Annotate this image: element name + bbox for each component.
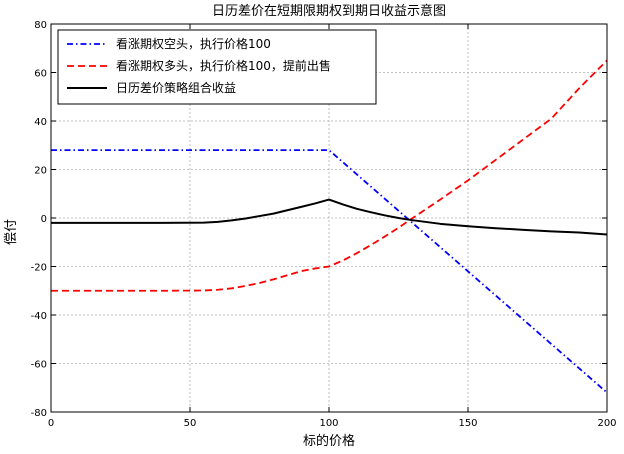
legend: 看涨期权空头，执行价格100 看涨期权多头，执行价格100，提前出售日历差价策略组… (57, 29, 377, 105)
x-tick-label: 50 (184, 418, 197, 429)
x-axis-label: 标的价格 (303, 433, 355, 449)
y-tick-label: 40 (34, 117, 47, 128)
y-tick-label: 60 (34, 69, 47, 80)
y-tick-label: -80 (31, 408, 47, 419)
series-line-3 (51, 198, 608, 236)
x-tick-label: 150 (458, 418, 477, 429)
legend-box (57, 29, 377, 105)
y-tick-label: 20 (34, 166, 47, 177)
y-tick-label: -60 (31, 360, 47, 371)
series-layer (51, 59, 608, 394)
chart-title: 日历差价在短期限期权到期日收益示意图 (212, 3, 446, 19)
y-tick-label: 0 (41, 214, 47, 225)
x-tick-label: 200 (597, 418, 616, 429)
y-axis-label: 偿付 (4, 219, 19, 245)
axis-ticks: 0 50 100 150 200 -80 -60 -40 -20 0 20 40 60 80 (31, 20, 617, 429)
y-tick-label: -40 (31, 311, 47, 322)
y-tick-label: -20 (31, 263, 47, 274)
x-tick-label: 100 (319, 418, 338, 429)
legend-label-1: 看涨期权空头，执行价格100 (116, 36, 271, 51)
legend-label-2: 看涨期权多头，执行价格100，提前出售 (116, 58, 331, 73)
series-line-2 (51, 59, 608, 292)
legend-label-3: 日历差价策略组合收益 (116, 80, 236, 95)
y-tick-label: 80 (34, 20, 47, 31)
x-tick-label: 0 (48, 418, 54, 429)
